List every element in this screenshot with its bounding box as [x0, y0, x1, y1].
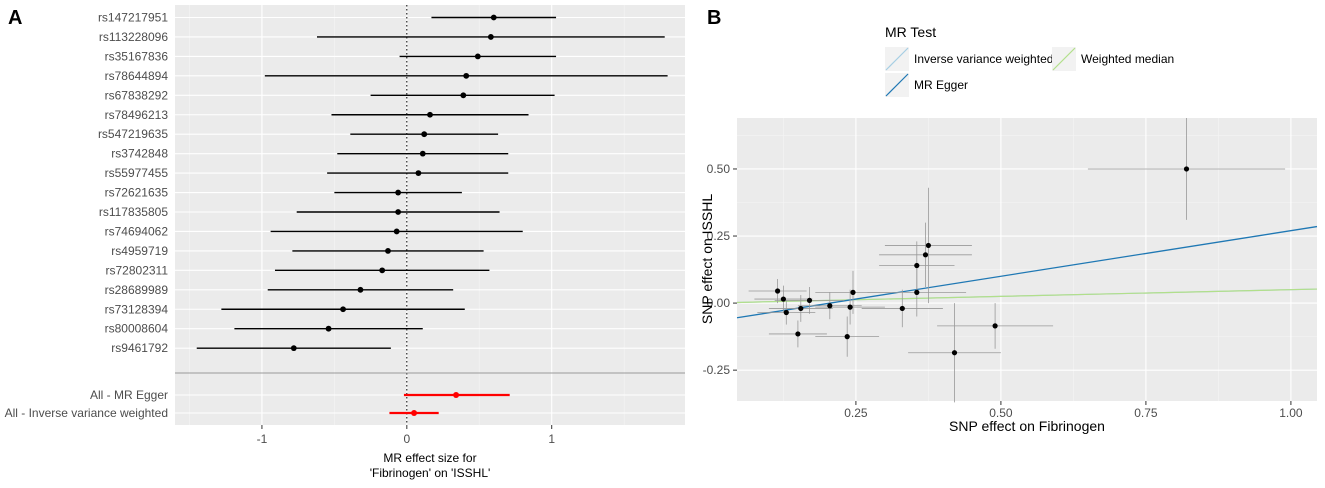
forest-snp-label: rs72621635	[105, 186, 169, 200]
scatter-x-tick-label: 0.50	[989, 406, 1013, 420]
scatter-point	[899, 305, 905, 312]
forest-snp-label: rs74694062	[105, 224, 169, 238]
forest-snp-label: rs78644894	[105, 69, 169, 83]
scatter-point	[951, 350, 958, 356]
scatter-point	[775, 288, 781, 294]
forest-estimate-point	[340, 306, 346, 313]
forest-summary-label: All - MR Egger	[90, 388, 168, 402]
forest-snp-label: rs117835805	[99, 205, 168, 219]
forest-estimate-point	[290, 345, 297, 352]
scatter-x-tick-label: 0.25	[844, 406, 868, 420]
scatter-y-tick-label: 0.50	[707, 162, 731, 176]
forest-snp-label: rs28689989	[105, 283, 169, 297]
scatter-point	[798, 305, 804, 312]
scatter-plot-labels: 0.25 0.50 0.75 1.00 -0.25 0.00 0.25 0.50	[703, 162, 1303, 420]
panel-a-label: A	[8, 7, 22, 29]
forest-estimate-point	[427, 111, 433, 118]
scatter-point	[847, 304, 853, 310]
forest-snp-label: rs3742848	[111, 147, 168, 161]
scatter-point	[914, 289, 920, 295]
scatter-point	[922, 252, 929, 258]
forest-snp-label: rs55977455	[105, 166, 169, 180]
forest-x-tick-label: 0	[403, 432, 410, 446]
scatter-point	[783, 309, 789, 316]
legend-title: MR Test	[885, 24, 936, 40]
panel-b-label: B	[707, 7, 721, 29]
forest-estimate-point	[487, 34, 494, 40]
forest-estimate-point	[419, 150, 426, 157]
scatter-point	[806, 297, 813, 304]
forest-snp-label: rs9461792	[111, 341, 168, 355]
legend-label-median: Weighted median	[1081, 52, 1174, 66]
forest-summary-label: All - Inverse variance weighted	[5, 406, 168, 420]
forest-estimate-point	[395, 189, 402, 196]
scatter-point	[850, 289, 856, 295]
forest-snp-label: rs4959719	[111, 244, 168, 258]
forest-estimate-point	[474, 53, 481, 60]
scatter-y-tick-label: 0.25	[707, 229, 731, 243]
forest-estimate-point	[421, 131, 428, 138]
forest-snp-label: rs113228096	[99, 30, 168, 44]
legend-key-line-ivw	[885, 47, 909, 71]
scatter-x-tick-label: 1.00	[1279, 406, 1303, 420]
forest-snp-label: rs73128394	[105, 302, 169, 316]
scatter-point	[844, 334, 850, 340]
scatter-point	[992, 323, 998, 329]
scatter-y-axis-title: SNP effect on ISSHL	[699, 194, 715, 324]
scatter-point	[1183, 166, 1190, 172]
forest-summary-point	[453, 392, 460, 398]
forest-estimate-point	[393, 228, 400, 235]
forest-estimate-point	[325, 325, 332, 332]
forest-plot-background	[175, 5, 685, 425]
scatter-y-tick-label: 0.00	[707, 296, 731, 310]
legend-label-ivw: Inverse variance weighted	[914, 52, 1053, 66]
forest-estimate-point	[415, 170, 422, 177]
forest-x-tick-label: -1	[257, 432, 268, 446]
forest-x-axis-title-line-1: MR effect size for	[383, 451, 476, 465]
scatter-x-axis-title: SNP effect on Fibrinogen	[949, 418, 1105, 434]
mr-egger-regression-line	[736, 225, 1318, 319]
forest-snp-label: rs547219635	[98, 127, 168, 141]
legend-key-line-egger	[885, 73, 909, 97]
forest-plot-labels: -1 0 1 rs147217951 rs113228096 rs35167836 rs78…	[5, 11, 556, 447]
forest-summary-point	[411, 410, 418, 416]
forest-snp-label: rs147217951	[98, 11, 168, 25]
forest-estimate-point	[463, 72, 470, 79]
scatter-x-tick-label: 0.75	[1134, 406, 1158, 420]
forest-estimate-point	[385, 248, 391, 254]
forest-estimate-point	[395, 209, 402, 215]
forest-x-axis-title-line-2: 'Fibrinogen' on 'ISSHL'	[370, 466, 491, 480]
scatter-point	[827, 303, 833, 309]
scatter-plot-marks	[736, 118, 1318, 403]
forest-plot: -1 0 1 rs147217951 rs113228096 rs35167836 rs78…	[5, 5, 685, 480]
legend: Inverse variance weighted Weighted median…	[885, 47, 1174, 97]
forest-estimate-point	[379, 267, 386, 274]
forest-estimate-point	[357, 286, 364, 293]
scatter-plot: MR Test Inverse variance weighted Weighte…	[699, 24, 1318, 434]
forest-snp-label: rs35167836	[105, 49, 169, 63]
legend-key-line-median	[1052, 47, 1076, 71]
forest-snp-label: rs67838292	[105, 88, 169, 102]
legend-label-egger: MR Egger	[914, 78, 968, 92]
forest-snp-label: rs72802311	[106, 263, 169, 277]
forest-estimate-point	[490, 14, 497, 21]
forest-snp-label: rs78496213	[105, 108, 169, 122]
forest-x-tick-label: 1	[548, 432, 555, 446]
forest-estimate-point	[460, 92, 467, 99]
scatter-y-tick-label: -0.25	[703, 363, 731, 377]
scatter-point	[795, 331, 801, 337]
forest-snp-label: rs80008604	[105, 322, 169, 336]
scatter-plot-grid	[737, 118, 1317, 401]
scatter-point	[780, 296, 787, 302]
scatter-point	[914, 262, 920, 269]
scatter-plot-background	[737, 118, 1317, 401]
scatter-point	[925, 242, 932, 249]
forest-plot-marks	[175, 5, 685, 425]
